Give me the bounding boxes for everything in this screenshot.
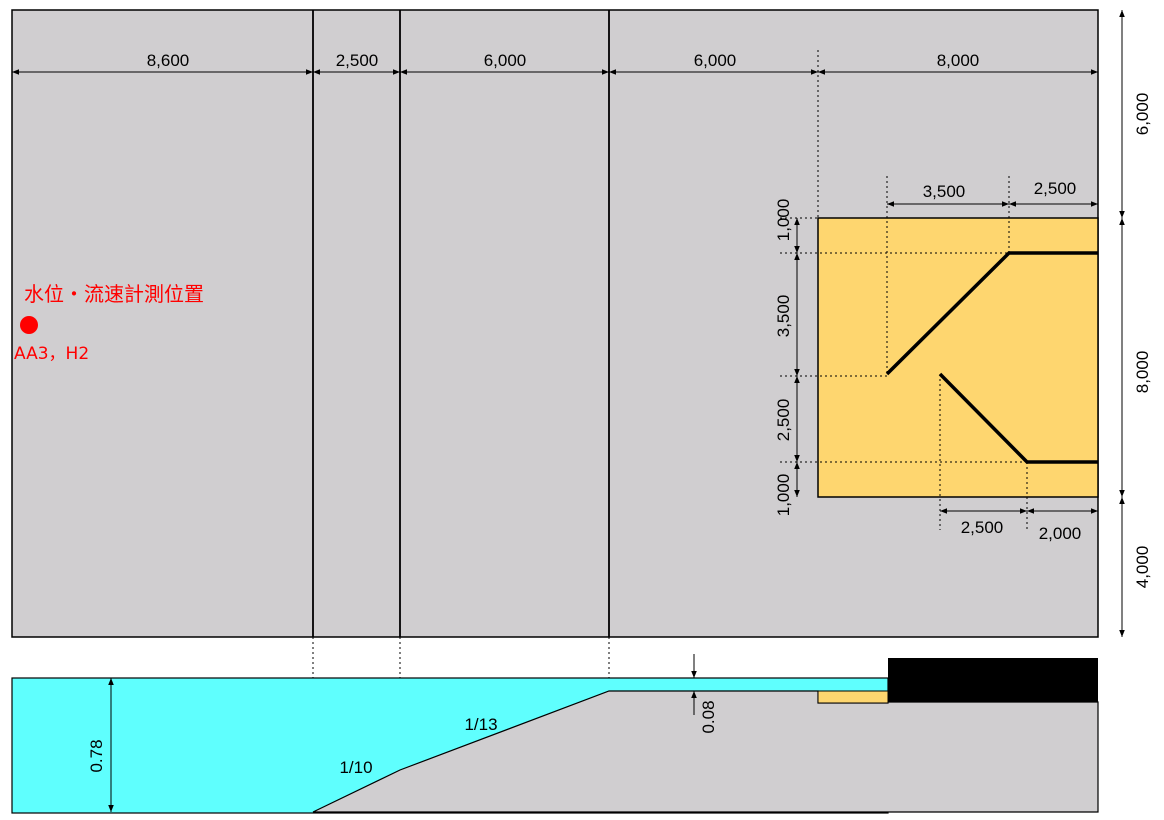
right-dimension-chain: 6,000 8,000 4,000 xyxy=(1119,10,1152,637)
measurement-point-ids: AA3，H2 xyxy=(14,344,89,364)
water-depth-label: 0.78 xyxy=(87,739,106,772)
dim-top-4: 6,000 xyxy=(694,51,737,70)
top-water-depth-label: 0.08 xyxy=(699,700,718,733)
dim-structure-left-2: 3,500 xyxy=(774,295,793,338)
measurement-label: 水位・流速計測位置 xyxy=(24,282,204,306)
dim-structure-left-4: 1,000 xyxy=(774,474,793,517)
dim-structure-left-3: 2,500 xyxy=(774,399,793,442)
structure-block xyxy=(817,217,1099,498)
plan-view: 8,600 2,500 6,000 6,000 8,000 6,000 8,00… xyxy=(11,9,1152,638)
measurement-dot xyxy=(20,316,38,334)
dim-right-3: 4,000 xyxy=(1133,546,1152,589)
dim-right-2: 8,000 xyxy=(1133,351,1152,394)
dim-top-3: 6,000 xyxy=(484,51,527,70)
slope-upper-label: 1/13 xyxy=(464,715,497,734)
section-view: 0.78 0.08 1/10 1/13 xyxy=(11,654,1099,814)
dim-structure-bottom-2: 2,000 xyxy=(1039,524,1082,543)
dim-structure-left-1: 1,000 xyxy=(774,199,793,242)
dim-top-2: 2,500 xyxy=(336,51,379,70)
section-block xyxy=(888,658,1098,702)
top-dimension-chain: 8,600 2,500 6,000 6,000 8,000 xyxy=(12,50,1098,497)
slope-lower-label: 1/10 xyxy=(339,758,372,777)
dim-structure-top-2: 2,500 xyxy=(1034,179,1077,198)
section-structure xyxy=(817,690,889,704)
dim-structure-top-1: 3,500 xyxy=(923,182,966,201)
dim-top-5: 8,000 xyxy=(937,51,980,70)
dim-right-1: 6,000 xyxy=(1133,93,1152,136)
measurement-point: 水位・流速計測位置 AA3，H2 xyxy=(14,282,204,364)
structure: 3,500 2,500 1,000 3,500 2,500 1,000 2,50… xyxy=(774,176,1099,543)
dim-top-1: 8,600 xyxy=(147,51,190,70)
dim-structure-bottom-1: 2,500 xyxy=(961,518,1004,537)
